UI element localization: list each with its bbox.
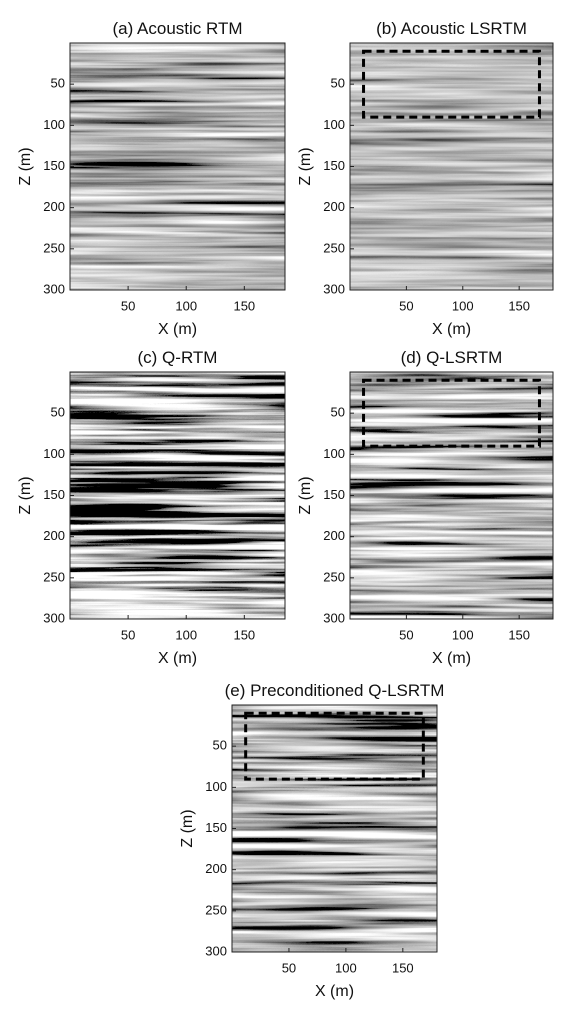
x-tick-label: 50 <box>399 627 413 642</box>
y-tick-label: 50 <box>331 76 345 91</box>
panel: (e) Preconditioned Q-LSRTM 50 100 150 200 250… <box>179 681 444 1000</box>
y-axis-label: Z (m) <box>17 476 34 514</box>
y-axis-label: Z (m) <box>17 147 34 185</box>
x-tick-label: 50 <box>282 960 296 975</box>
y-tick-label: 100 <box>43 117 65 132</box>
y-tick-label: 50 <box>51 76 65 91</box>
y-axis-label: Z (m) <box>297 476 314 514</box>
seismic-image <box>350 43 553 290</box>
y-tick-label: 300 <box>205 943 227 958</box>
y-tick-label: 250 <box>323 240 345 255</box>
y-tick-label: 100 <box>323 446 345 461</box>
y-tick-label: 250 <box>43 569 65 584</box>
x-tick-label: 150 <box>508 627 530 642</box>
x-axis-label: X (m) <box>432 321 471 338</box>
panel-title: (c) Q-RTM <box>138 348 218 367</box>
x-axis-label: X (m) <box>158 650 197 667</box>
y-tick-label: 300 <box>43 610 65 625</box>
y-tick-label: 150 <box>323 158 345 173</box>
y-tick-label: 250 <box>323 569 345 584</box>
x-tick-label: 50 <box>121 298 135 313</box>
x-tick-label: 150 <box>233 298 255 313</box>
panel-title: (b) Acoustic LSRTM <box>376 19 527 38</box>
panel: (b) Acoustic LSRTM 50 100 150 200 250 300 50 100… <box>297 19 554 338</box>
x-tick-label: 100 <box>452 627 474 642</box>
x-tick-label: 100 <box>335 960 357 975</box>
panel-title: (e) Preconditioned Q-LSRTM <box>225 681 445 700</box>
x-tick-label: 150 <box>233 627 255 642</box>
y-tick-label: 100 <box>323 117 345 132</box>
y-tick-label: 300 <box>323 281 345 296</box>
x-tick-label: 150 <box>508 298 530 313</box>
x-tick-label: 150 <box>392 960 414 975</box>
y-tick-label: 150 <box>205 820 227 835</box>
highlight-box <box>362 378 541 448</box>
y-tick-label: 200 <box>43 199 65 214</box>
highlight-box <box>362 49 541 119</box>
y-tick-label: 200 <box>323 528 345 543</box>
x-tick-label: 50 <box>121 627 135 642</box>
seismic-image <box>70 372 285 619</box>
panel: (d) Q-LSRTM 50 100 150 200 250 300 50 100 150 X (m… <box>297 348 554 667</box>
y-tick-label: 100 <box>205 779 227 794</box>
panel-title: (a) Acoustic RTM <box>112 19 242 38</box>
y-tick-label: 300 <box>43 281 65 296</box>
panel: (a) Acoustic RTM 50 100 150 200 250 300 50 100 15… <box>17 19 286 338</box>
x-tick-label: 100 <box>175 298 197 313</box>
seismic-image <box>232 705 437 952</box>
y-tick-label: 250 <box>43 240 65 255</box>
y-tick-label: 200 <box>323 199 345 214</box>
seismic-image <box>70 43 285 290</box>
y-tick-label: 150 <box>43 487 65 502</box>
y-tick-label: 50 <box>51 405 65 420</box>
panel-title: (d) Q-LSRTM <box>401 348 503 367</box>
y-tick-label: 300 <box>323 610 345 625</box>
y-tick-label: 50 <box>331 405 345 420</box>
x-tick-label: 50 <box>399 298 413 313</box>
x-axis-label: X (m) <box>158 321 197 338</box>
x-axis-label: X (m) <box>432 650 471 667</box>
y-tick-label: 250 <box>205 902 227 917</box>
x-axis-label: X (m) <box>315 983 354 1000</box>
x-tick-label: 100 <box>175 627 197 642</box>
panel: (c) Q-RTM 50 100 150 200 250 300 50 100 150 X (m) Z… <box>17 348 286 667</box>
y-axis-label: Z (m) <box>179 809 196 847</box>
y-tick-label: 100 <box>43 446 65 461</box>
y-tick-label: 150 <box>323 487 345 502</box>
seismic-image <box>350 372 553 619</box>
y-tick-label: 200 <box>205 861 227 876</box>
y-tick-label: 150 <box>43 158 65 173</box>
y-tick-label: 50 <box>213 738 227 753</box>
y-axis-label: Z (m) <box>297 147 314 185</box>
x-tick-label: 100 <box>452 298 474 313</box>
y-tick-label: 200 <box>43 528 65 543</box>
highlight-box <box>244 711 425 781</box>
